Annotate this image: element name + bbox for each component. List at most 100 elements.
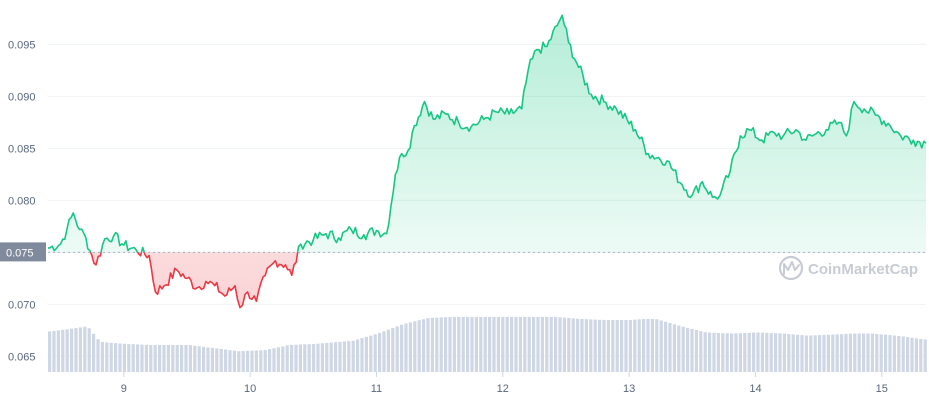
volume-bar bbox=[769, 333, 773, 372]
volume-bar bbox=[756, 332, 760, 372]
volume-bar bbox=[61, 329, 65, 372]
volume-bar bbox=[615, 320, 619, 372]
volume-bar bbox=[708, 332, 712, 372]
volume-bar bbox=[78, 327, 82, 372]
volume-bar bbox=[100, 342, 104, 372]
volume-bar bbox=[329, 342, 333, 372]
volume-bar bbox=[628, 320, 632, 372]
volume-bar bbox=[202, 346, 206, 372]
volume-bar bbox=[501, 316, 505, 372]
volume-bar bbox=[650, 319, 654, 372]
reference-price-label-bg bbox=[0, 242, 46, 262]
y-tick-label: 0.090 bbox=[8, 91, 36, 103]
volume-bar bbox=[109, 342, 113, 372]
volume-bar bbox=[87, 328, 91, 372]
volume-bar bbox=[690, 328, 694, 372]
volume-bar bbox=[747, 332, 751, 372]
volume-bar bbox=[576, 318, 580, 372]
volume-bar bbox=[523, 316, 527, 372]
volume-bar bbox=[171, 345, 175, 372]
volume-bar bbox=[74, 328, 78, 372]
volume-bar bbox=[162, 345, 166, 372]
x-tick-label: 11 bbox=[371, 383, 382, 395]
volume-bar bbox=[536, 316, 540, 372]
volume-bar bbox=[919, 338, 923, 372]
volume-bar bbox=[131, 344, 135, 372]
volume-bar bbox=[677, 325, 681, 372]
volume-bar bbox=[752, 332, 756, 372]
volume-bar bbox=[241, 351, 245, 372]
volume-bar bbox=[875, 334, 879, 372]
volume-bar bbox=[466, 316, 470, 372]
volume-bar bbox=[268, 349, 272, 372]
volume-bar bbox=[479, 316, 483, 372]
volume-bar bbox=[884, 334, 888, 372]
volume-bar bbox=[549, 316, 553, 372]
volume-bar bbox=[184, 345, 188, 372]
price-line-down bbox=[89, 252, 299, 309]
volume-bar bbox=[237, 351, 241, 372]
y-tick-label: 0.085 bbox=[8, 143, 36, 155]
volume-bar bbox=[457, 316, 461, 372]
volume-bar bbox=[294, 344, 298, 372]
volume-bar bbox=[417, 320, 421, 372]
volume-bar bbox=[901, 336, 905, 372]
volume-bar bbox=[210, 347, 214, 372]
reference-price-label: 0.075 bbox=[0, 242, 46, 262]
volume-bar bbox=[356, 339, 360, 372]
y-tick-label: 0.070 bbox=[8, 299, 36, 311]
volume-bar bbox=[492, 316, 496, 372]
volume-bar bbox=[505, 316, 509, 372]
volume-bar bbox=[923, 339, 927, 372]
volume-bar bbox=[862, 333, 866, 372]
volume-bar bbox=[787, 334, 791, 372]
volume-bar bbox=[430, 317, 434, 372]
volume-bar bbox=[514, 316, 518, 372]
volume-bar bbox=[879, 334, 883, 372]
reference-price-label-text: 0.075 bbox=[6, 247, 34, 259]
volume-bar bbox=[906, 337, 910, 372]
x-tick-label: 14 bbox=[749, 383, 761, 395]
y-axis: 0.065 0.070 0.075 0.080 0.085 0.090 0.095 bbox=[8, 39, 36, 363]
volume-bar bbox=[474, 316, 478, 372]
volume-bar bbox=[853, 333, 857, 372]
volume-bars bbox=[48, 316, 927, 372]
volume-bar bbox=[439, 317, 443, 372]
volume-bar bbox=[703, 332, 707, 372]
volume-bar bbox=[166, 345, 170, 372]
volume-bar bbox=[760, 332, 764, 372]
volume-bar bbox=[351, 340, 355, 372]
x-tick-label: 15 bbox=[876, 383, 888, 395]
volume-bar bbox=[105, 342, 109, 372]
x-tick-label: 9 bbox=[121, 383, 127, 395]
volume-bar bbox=[870, 333, 874, 372]
volume-bar bbox=[312, 344, 316, 372]
volume-bar bbox=[219, 349, 223, 372]
volume-bar bbox=[892, 335, 896, 372]
volume-bar bbox=[813, 335, 817, 372]
volume-bar bbox=[70, 328, 74, 372]
volume-bar bbox=[540, 316, 544, 372]
volume-bar bbox=[144, 344, 148, 372]
volume-bar bbox=[298, 344, 302, 372]
volume-bar bbox=[532, 316, 536, 372]
volume-bar bbox=[158, 345, 162, 372]
volume-bar bbox=[796, 334, 800, 372]
volume-bar bbox=[857, 333, 861, 372]
volume-bar bbox=[791, 334, 795, 372]
volume-bar bbox=[897, 336, 901, 372]
volume-bar bbox=[360, 338, 364, 372]
x-tick-label: 13 bbox=[623, 383, 635, 395]
volume-bar bbox=[413, 321, 417, 372]
volume-bar bbox=[589, 319, 593, 372]
volume-bar bbox=[56, 330, 60, 372]
x-axis: 9 10 11 12 13 14 15 bbox=[121, 372, 888, 395]
volume-bar bbox=[562, 317, 566, 372]
volume-bar bbox=[716, 333, 720, 372]
volume-bar bbox=[611, 320, 615, 372]
volume-bar bbox=[725, 333, 729, 372]
volume-bar bbox=[633, 319, 637, 372]
volume-bar bbox=[334, 342, 338, 372]
volume-bar bbox=[307, 344, 311, 372]
